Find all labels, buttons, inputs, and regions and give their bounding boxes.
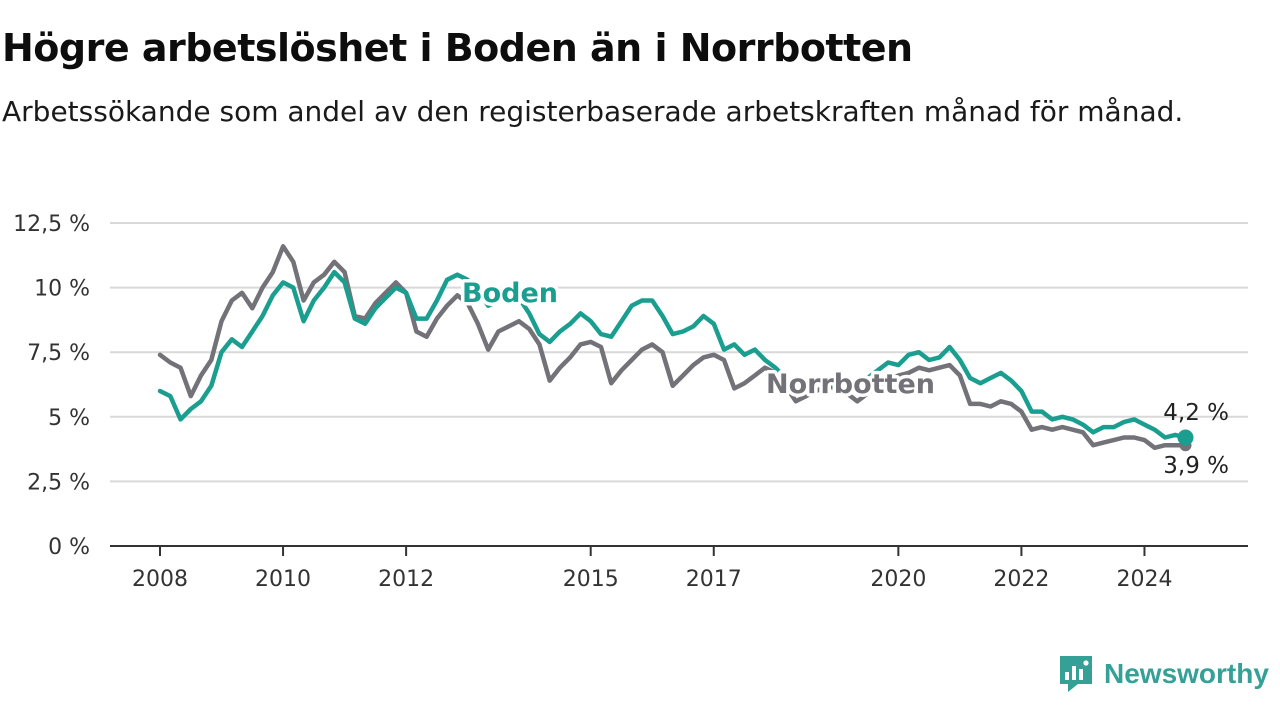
brand-logo[interactable]: Newsworthy xyxy=(1058,654,1269,694)
x-tick-label: 2020 xyxy=(870,567,926,592)
newsworthy-logo-icon xyxy=(1060,656,1092,692)
y-tick-label: 5 % xyxy=(48,406,90,431)
y-tick-label: 7,5 % xyxy=(27,341,90,366)
x-tick-label: 2012 xyxy=(378,567,434,592)
brand-name: Newsworthy xyxy=(1104,658,1269,689)
x-tick-label: 2022 xyxy=(993,567,1049,592)
y-tick-label: 0 % xyxy=(48,535,90,560)
x-tick-label: 2015 xyxy=(563,567,619,592)
series-line-norrbotten xyxy=(157,244,1188,451)
series-line-boden xyxy=(157,269,1188,440)
chart-title: Högre arbetslöshet i Boden än i Norrbott… xyxy=(2,26,913,70)
end-value-norrbotten: 3,9 % xyxy=(1163,453,1229,479)
y-tick-label: 10 % xyxy=(34,277,90,302)
end-point-boden xyxy=(1177,429,1194,446)
end-value-boden: 4,2 % xyxy=(1163,400,1229,426)
x-tick-label: 2024 xyxy=(1116,567,1172,592)
chart-subtitle: Arbetssökande som andel av den registerb… xyxy=(2,95,1184,128)
y-tick-label: 12,5 % xyxy=(13,212,90,237)
x-tick-label: 2008 xyxy=(132,567,188,592)
y-tick-label: 2,5 % xyxy=(27,470,90,495)
series-label-boden: Boden xyxy=(462,278,558,309)
x-tick-label: 2010 xyxy=(255,567,311,592)
series-label-norrbotten: Norrbotten xyxy=(766,369,935,400)
x-tick-label: 2017 xyxy=(686,567,742,592)
